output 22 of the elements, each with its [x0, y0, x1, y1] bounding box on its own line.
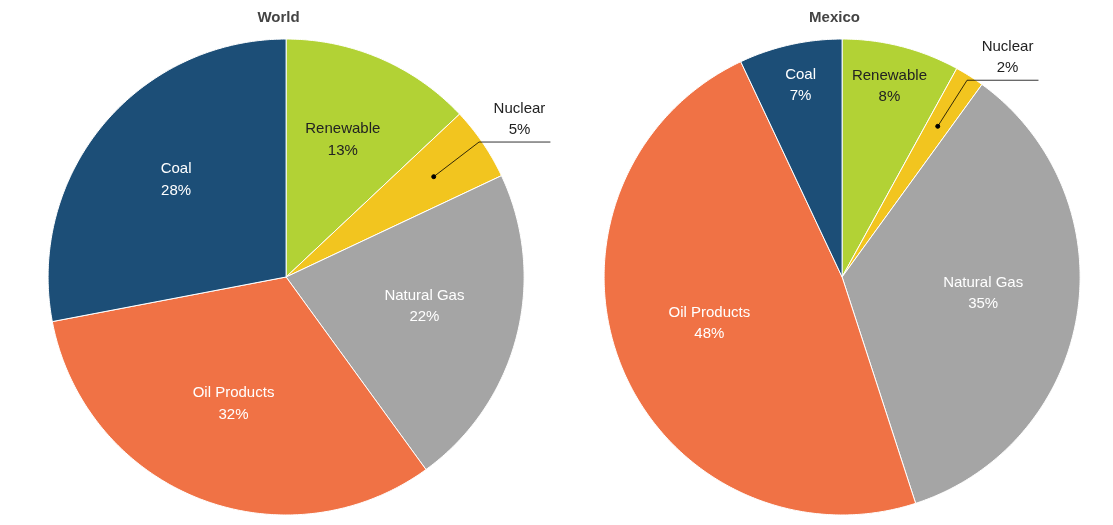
data-label: 22% — [409, 307, 440, 325]
data-label: 7% — [789, 86, 812, 104]
slice-label: Natural Gas — [384, 285, 465, 303]
data-label: 2% — [996, 58, 1019, 76]
slice-label: Nuclear — [981, 37, 1034, 55]
data-label: 8% — [878, 87, 901, 105]
slice-label: Coal — [785, 64, 816, 82]
data-label: 35% — [968, 294, 999, 312]
slice-label: Nuclear — [493, 98, 546, 116]
chart-title: World — [257, 7, 300, 25]
slice-label: Renewable — [305, 119, 381, 137]
data-label: 5% — [508, 120, 531, 138]
data-label: 28% — [161, 180, 192, 198]
slice-label: Oil Products — [192, 383, 275, 401]
data-label: 13% — [327, 140, 358, 158]
slice-label: Renewable — [851, 66, 927, 84]
data-label: 48% — [694, 324, 725, 342]
chart-title: Mexico — [809, 7, 860, 25]
slice-label: Oil Products — [668, 303, 751, 321]
data-label: 32% — [218, 404, 249, 422]
slice-label: Natural Gas — [943, 272, 1024, 290]
slice-label: Coal — [160, 159, 192, 177]
